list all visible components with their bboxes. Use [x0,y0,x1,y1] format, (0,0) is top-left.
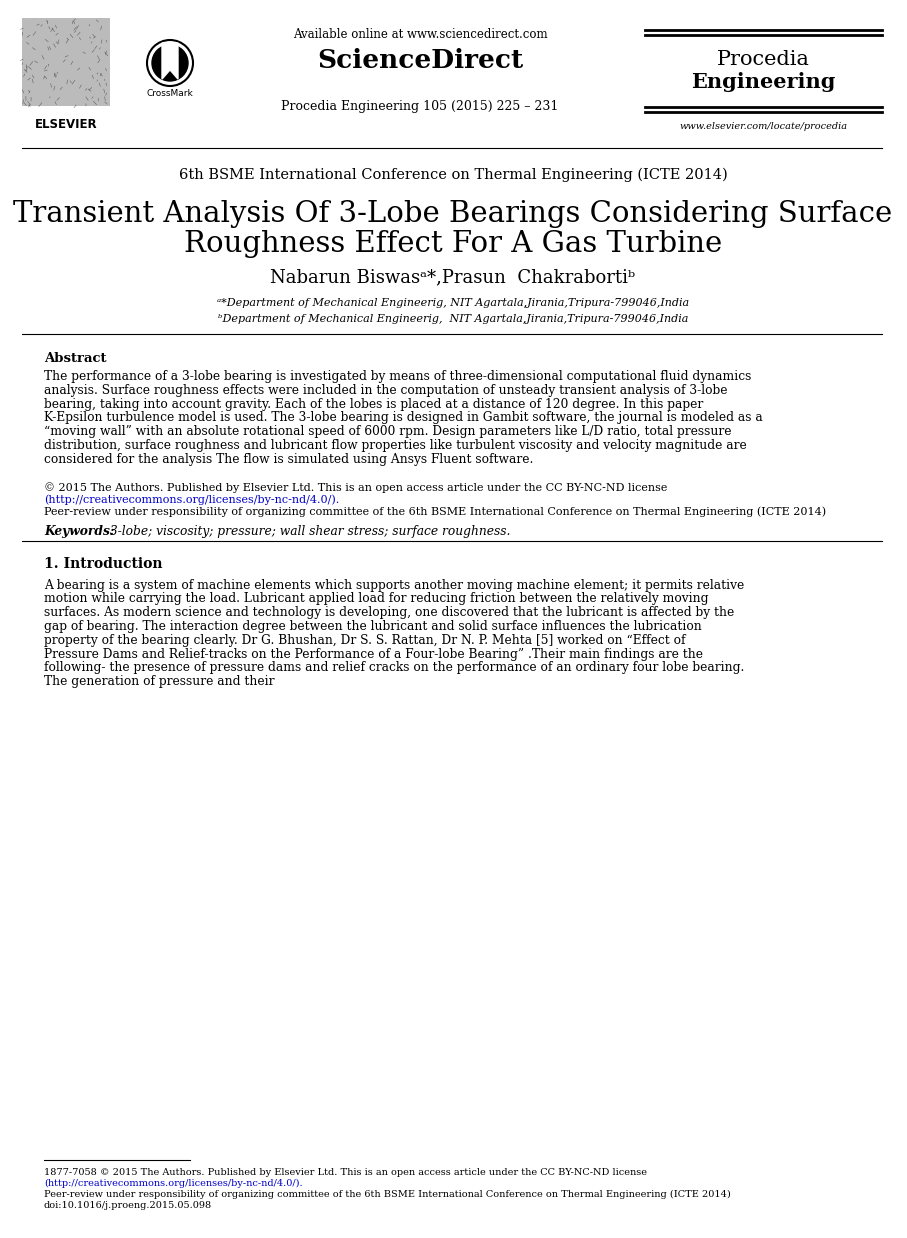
Text: A bearing is a system of machine elements which supports another moving machine : A bearing is a system of machine element… [44,578,745,592]
Text: The performance of a 3-lobe bearing is investigated by means of three-dimensiona: The performance of a 3-lobe bearing is i… [44,370,751,383]
Text: Procedia: Procedia [717,50,810,69]
Text: Engineering: Engineering [691,72,835,92]
Text: (http://creativecommons.org/licenses/by-nc-nd/4.0/).: (http://creativecommons.org/licenses/by-… [44,495,339,505]
Text: 3-lobe; viscosity; pressure; wall shear stress; surface roughness.: 3-lobe; viscosity; pressure; wall shear … [106,525,511,537]
Text: Peer-review under responsibility of organizing committee of the 6th BSME Interna: Peer-review under responsibility of orga… [44,506,826,517]
Text: Keywords:: Keywords: [44,525,114,537]
Text: ᵃ*Department of Mechanical Engineerig, NIT Agartala,Jirania,Tripura-799046,India: ᵃ*Department of Mechanical Engineerig, N… [217,298,689,308]
Text: K-Epsilon turbulence model is used. The 3-lobe bearing is designed in Gambit sof: K-Epsilon turbulence model is used. The … [44,411,763,425]
Text: Available online at www.sciencedirect.com: Available online at www.sciencedirect.co… [293,28,547,41]
Text: motion while carrying the load. Lubricant applied load for reducing friction bet: motion while carrying the load. Lubrican… [44,593,708,605]
Text: distribution, surface roughness and lubricant flow properties like turbulent vis: distribution, surface roughness and lubr… [44,439,746,452]
Text: 1877-7058 © 2015 The Authors. Published by Elsevier Ltd. This is an open access : 1877-7058 © 2015 The Authors. Published … [44,1167,647,1177]
Text: The generation of pressure and their: The generation of pressure and their [44,675,275,688]
Circle shape [152,45,188,80]
Text: “moving wall” with an absolute rotational speed of 6000 rpm. Design parameters l: “moving wall” with an absolute rotationa… [44,425,732,438]
Text: Procedia Engineering 105 (2015) 225 – 231: Procedia Engineering 105 (2015) 225 – 23… [281,100,559,113]
Text: Transient Analysis Of 3-Lobe Bearings Considering Surface: Transient Analysis Of 3-Lobe Bearings Co… [14,201,892,228]
Text: © 2015 The Authors. Published by Elsevier Ltd. This is an open access article un: © 2015 The Authors. Published by Elsevie… [44,483,668,494]
Text: ELSEVIER: ELSEVIER [34,118,97,131]
Text: 1. Introduction: 1. Introduction [44,557,162,571]
Text: Abstract: Abstract [44,352,106,365]
Text: considered for the analysis The flow is simulated using Ansys Fluent software.: considered for the analysis The flow is … [44,453,533,465]
Text: www.elsevier.com/locate/procedia: www.elsevier.com/locate/procedia [679,123,847,131]
Text: analysis. Surface roughness effects were included in the computation of unsteady: analysis. Surface roughness effects were… [44,384,727,397]
Text: Nabarun Biswasᵃ*,Prasun  Chakrabortiᵇ: Nabarun Biswasᵃ*,Prasun Chakrabortiᵇ [270,267,636,286]
Text: following- the presence of pressure dams and relief cracks on the performance of: following- the presence of pressure dams… [44,661,745,675]
Text: Pressure Dams and Relief-tracks on the Performance of a Four-lobe Bearing” .Thei: Pressure Dams and Relief-tracks on the P… [44,647,703,661]
Text: (http://creativecommons.org/licenses/by-nc-nd/4.0/).: (http://creativecommons.org/licenses/by-… [44,1179,303,1188]
Bar [22,19,110,106]
Text: surfaces. As modern science and technology is developing, one discovered that th: surfaces. As modern science and technolo… [44,607,735,619]
Text: Peer-review under responsibility of organizing committee of the 6th BSME Interna: Peer-review under responsibility of orga… [44,1190,731,1200]
Text: gap of bearing. The interaction degree between the lubricant and solid surface i: gap of bearing. The interaction degree b… [44,620,702,633]
Text: bearing, taking into account gravity. Each of the lobes is placed at a distance : bearing, taking into account gravity. Ea… [44,397,703,411]
Text: 6th BSME International Conference on Thermal Engineering (ICTE 2014): 6th BSME International Conference on The… [179,168,727,182]
Text: CrossMark: CrossMark [147,89,193,98]
Polygon shape [162,43,178,79]
Text: ᵇDepartment of Mechanical Engineerig,  NIT Agartala,Jirania,Tripura-799046,India: ᵇDepartment of Mechanical Engineerig, NI… [218,314,688,324]
Text: Roughness Effect For A Gas Turbine: Roughness Effect For A Gas Turbine [184,230,722,258]
Text: property of the bearing clearly. Dr G. Bhushan, Dr S. S. Rattan, Dr N. P. Mehta : property of the bearing clearly. Dr G. B… [44,634,686,646]
Text: doi:10.1016/j.proeng.2015.05.098: doi:10.1016/j.proeng.2015.05.098 [44,1201,212,1210]
Text: ScienceDirect: ScienceDirect [317,48,523,73]
